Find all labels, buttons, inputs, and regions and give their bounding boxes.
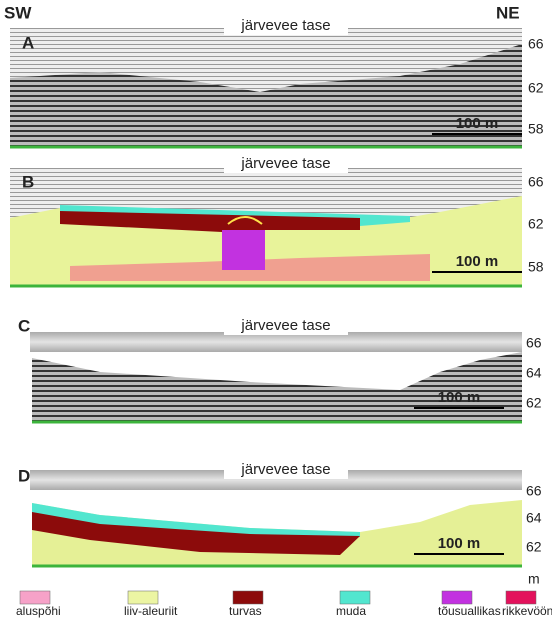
depth-tick-label: 62 — [528, 216, 544, 232]
legend-label: aluspõhi — [16, 604, 61, 618]
depth-tick-label: 64 — [526, 510, 542, 526]
water-level-label: järvevee tase — [240, 155, 330, 172]
legend-label: turvas — [229, 604, 262, 618]
depth-tick-label: 66 — [528, 174, 544, 190]
scale-label: 100 m — [438, 535, 481, 552]
radar-profile — [32, 352, 522, 422]
panel-label: B — [22, 172, 34, 191]
direction-label: NE — [496, 3, 520, 22]
legend-swatch — [506, 591, 536, 604]
scale-label: 100 m — [456, 253, 499, 270]
profiles — [10, 28, 522, 566]
legend-swatch — [442, 591, 472, 604]
depth-tick-label: 62 — [526, 539, 542, 555]
depth-tick-label: 58 — [528, 121, 544, 137]
panel-label: A — [22, 33, 34, 52]
legend-label: liiv-aleuriit — [124, 604, 178, 618]
legend-swatch — [233, 591, 263, 604]
legend-label: tõusuallikas — [438, 604, 501, 618]
water-level-label: järvevee tase — [240, 17, 330, 34]
figure: SW NE m Ajärvevee tase 100 m 66 62 58 Bjärvev… — [0, 0, 552, 620]
depth-tick-label: 62 — [526, 395, 542, 411]
unit-label: m — [528, 571, 540, 587]
depth-tick-label: 66 — [528, 36, 544, 52]
panel-label: D — [18, 466, 30, 485]
legend-label: muda — [336, 604, 366, 618]
legend-swatch — [340, 591, 370, 604]
depth-tick-label: 62 — [528, 80, 544, 96]
scale-label: 100 m — [438, 389, 481, 406]
legend-swatch — [128, 591, 158, 604]
legend-swatch — [20, 591, 50, 604]
legend-label: rikkevöönd — [502, 604, 552, 618]
panel-label: C — [18, 316, 30, 335]
water-level-label: järvevee tase — [240, 317, 330, 334]
water-level-label: järvevee tase — [240, 461, 330, 478]
layer-spring — [222, 230, 265, 270]
depth-tick-label: 64 — [526, 365, 542, 381]
direction-label: SW — [4, 3, 32, 22]
depth-tick-label: 66 — [526, 335, 542, 351]
depth-tick-label: 58 — [528, 259, 544, 275]
depth-tick-label: 66 — [526, 483, 542, 499]
scale-label: 100 m — [456, 115, 499, 132]
